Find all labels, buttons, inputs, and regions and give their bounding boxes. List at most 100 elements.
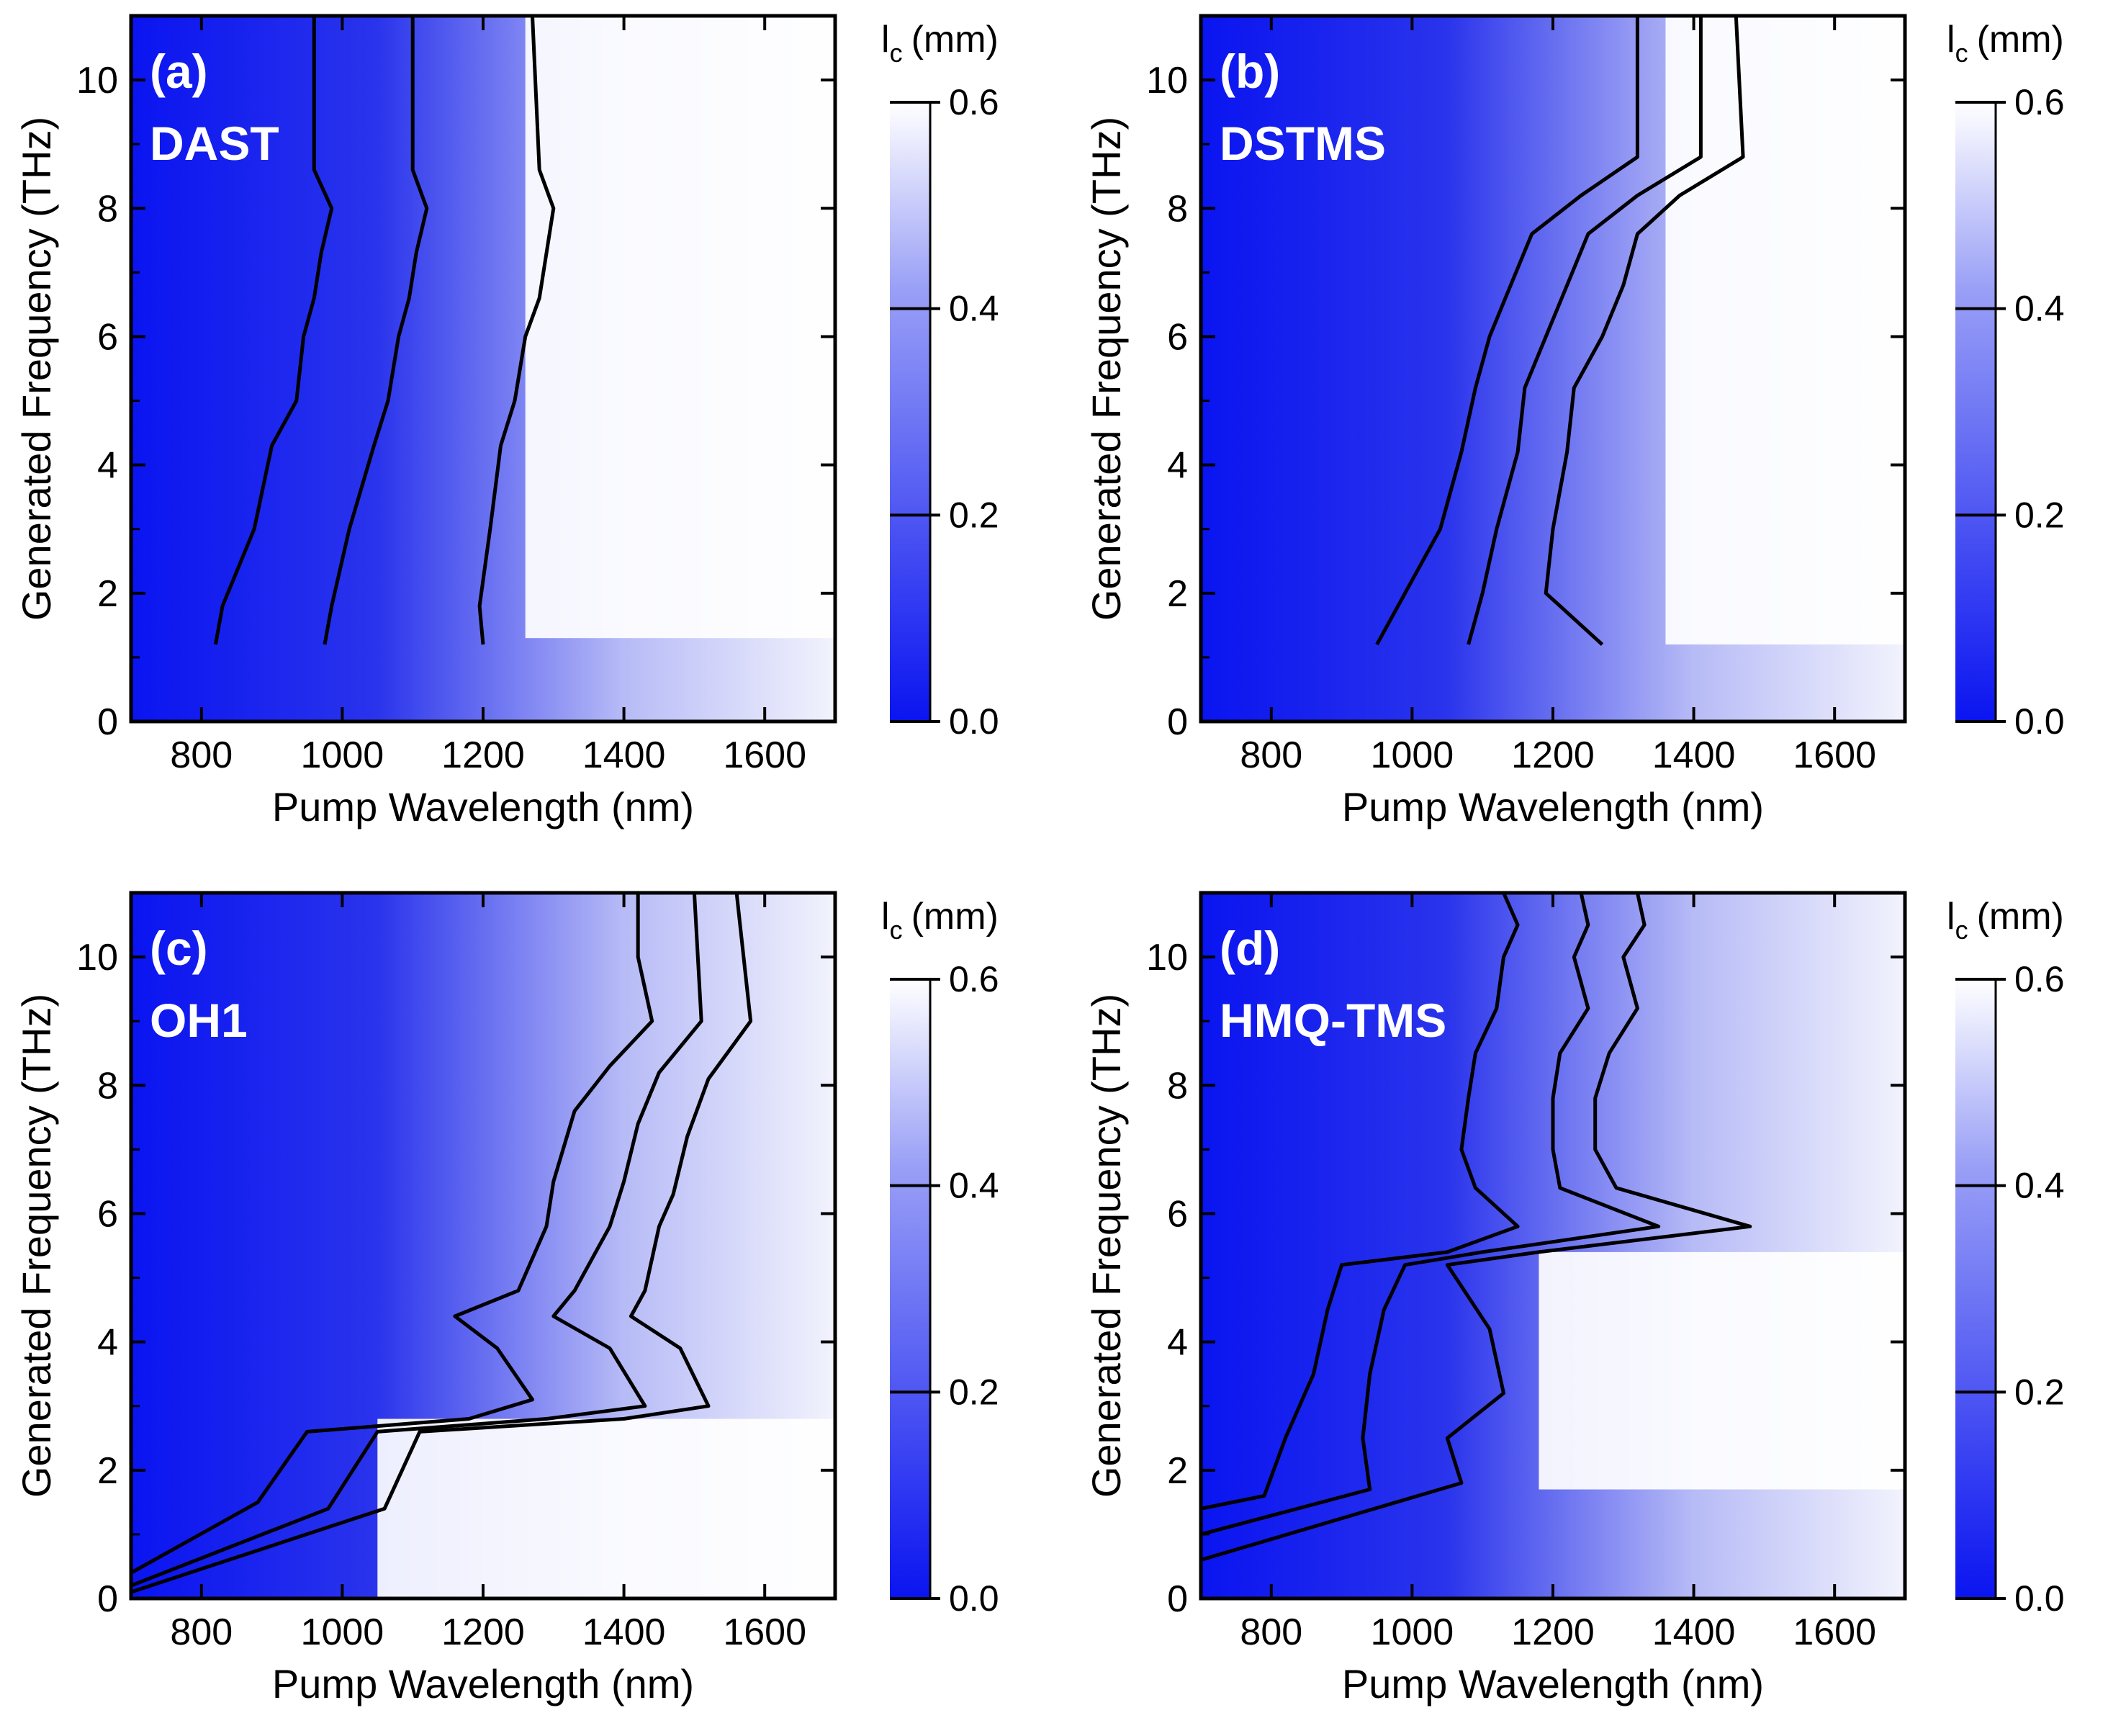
y-tick-label: 8 xyxy=(1167,1065,1188,1107)
x-tick-label: 800 xyxy=(170,1611,233,1653)
x-tick-label: 1000 xyxy=(1371,1611,1454,1653)
colorbar: 0.0 0.2 0.4 0.6 lc (mm) xyxy=(1947,19,2065,742)
colorbar-title-symbol: l xyxy=(881,896,890,937)
x-tick-label: 1200 xyxy=(1511,1611,1595,1653)
colorbar-fill xyxy=(890,102,930,721)
colorbar-title-unit: (mm) xyxy=(1977,896,2064,937)
x-tick-label: 1400 xyxy=(1652,734,1736,776)
colorbar-tick-label: 0.4 xyxy=(2014,1166,2065,1206)
colorbar-title-symbol: l xyxy=(881,19,890,60)
y-tick-label: 2 xyxy=(1167,573,1188,615)
colorbar-tick-label: 0.0 xyxy=(949,701,999,742)
panel-b: 800 1000 1200 1400 1600 0 2 4 6 8 10 Pump Wavelengt… xyxy=(1084,14,2065,829)
contour-line-0.2mm xyxy=(1201,893,1520,1511)
x-tick-label: 1000 xyxy=(1371,734,1454,776)
y-tick-label: 2 xyxy=(97,1450,118,1492)
x-tick-label: 1400 xyxy=(582,1611,666,1653)
y-tick-label: 2 xyxy=(97,573,118,615)
x-axis-title: Pump Wavelength (nm) xyxy=(1342,784,1764,829)
colorbar-tick-label: 0.4 xyxy=(949,1166,999,1206)
colorbar-title: lc (mm) xyxy=(881,19,999,68)
material-label: DSTMS xyxy=(1220,117,1386,170)
colorbar-title-symbol: l xyxy=(1947,896,1955,937)
panel-c: 800 1000 1200 1400 1600 0 2 4 6 8 10 Pump Wavelengt… xyxy=(14,891,999,1706)
y-tick-label: 10 xyxy=(1146,60,1188,102)
y-tick-label: 4 xyxy=(97,1322,118,1364)
colorbar-title-unit: (mm) xyxy=(1977,19,2064,60)
y-tick-label: 6 xyxy=(1167,316,1188,358)
colorbar-fill xyxy=(890,979,930,1598)
saturated-region xyxy=(1539,1251,1905,1490)
colorbar-tick-label: 0.0 xyxy=(949,1578,999,1619)
colorbar-title-subscript: c xyxy=(1955,915,1968,945)
y-tick-label: 8 xyxy=(97,1065,118,1107)
colorbar-tick-label: 0.6 xyxy=(2014,959,2065,999)
contour-line-0.2mm xyxy=(1375,16,1639,646)
contour-line-0.2mm xyxy=(131,893,654,1575)
saturated-region xyxy=(1665,16,1905,645)
y-tick-label: 8 xyxy=(97,188,118,230)
contour-line-0.2mm xyxy=(213,16,334,645)
colorbar-title-subscript: c xyxy=(1955,38,1968,68)
contour-line-0.4mm xyxy=(323,16,429,645)
x-tick-label: 800 xyxy=(1240,734,1302,776)
x-axis-title: Pump Wavelength (nm) xyxy=(272,1661,694,1706)
colorbar-title-symbol: l xyxy=(1947,19,1955,60)
colorbar-tick-label: 0.4 xyxy=(949,289,999,329)
colorbar: 0.0 0.2 0.4 0.6 lc (mm) xyxy=(881,19,999,742)
colorbar-title-subscript: c xyxy=(890,38,903,68)
y-tick-label: 0 xyxy=(97,1578,118,1620)
colorbar: 0.0 0.2 0.4 0.6 lc (mm) xyxy=(881,896,999,1619)
saturated-region xyxy=(377,1418,835,1598)
x-tick-label: 800 xyxy=(170,734,233,776)
contour-line-0.6mm xyxy=(477,16,556,645)
panel-label: (d) xyxy=(1220,922,1280,975)
x-tick-label: 1000 xyxy=(301,734,384,776)
contour-line-0.6mm xyxy=(1201,893,1752,1562)
y-axis-title: Generated Frequency (THz) xyxy=(14,994,59,1498)
x-tick-label: 1000 xyxy=(301,1611,384,1653)
x-tick-label: 1600 xyxy=(1793,734,1876,776)
colorbar-tick-label: 0.2 xyxy=(2014,495,2065,535)
material-label: HMQ-TMS xyxy=(1220,994,1446,1047)
colorbar-fill xyxy=(1955,979,1996,1598)
x-tick-label: 1600 xyxy=(723,734,806,776)
y-tick-label: 8 xyxy=(1167,188,1188,230)
colorbar-fill xyxy=(1955,102,1996,721)
saturated-region xyxy=(525,16,835,639)
plot-area xyxy=(1201,16,1905,721)
x-tick-label: 1200 xyxy=(1511,734,1595,776)
contour-line-0.6mm xyxy=(131,893,753,1594)
y-tick-label: 6 xyxy=(97,1193,118,1235)
y-tick-label: 4 xyxy=(97,445,118,487)
y-tick-label: 4 xyxy=(1167,1322,1188,1364)
y-tick-label: 10 xyxy=(76,60,118,102)
colorbar-title-subscript: c xyxy=(890,915,903,945)
y-tick-label: 0 xyxy=(1167,1578,1188,1620)
colorbar-title: lc (mm) xyxy=(881,896,999,945)
material-label: DAST xyxy=(150,117,279,170)
colorbar: 0.0 0.2 0.4 0.6 lc (mm) xyxy=(1947,896,2065,1619)
y-tick-label: 4 xyxy=(1167,445,1188,487)
panel-label: (c) xyxy=(150,922,208,975)
y-tick-label: 10 xyxy=(76,937,118,979)
contour-line-0.6mm xyxy=(1544,16,1745,646)
x-tick-label: 1400 xyxy=(1652,1611,1736,1653)
y-axis-title: Generated Frequency (THz) xyxy=(1084,994,1129,1498)
colorbar-tick-label: 0.4 xyxy=(2014,289,2065,329)
x-tick-label: 1200 xyxy=(441,734,525,776)
x-axis-title: Pump Wavelength (nm) xyxy=(272,784,694,829)
y-tick-label: 0 xyxy=(97,701,118,743)
plot-area xyxy=(1201,893,1905,1598)
colorbar-tick-label: 0.2 xyxy=(949,495,999,535)
x-tick-label: 1200 xyxy=(441,1611,525,1653)
y-tick-label: 2 xyxy=(1167,1450,1188,1492)
colorbar-tick-label: 0.6 xyxy=(2014,82,2065,122)
colorbar-tick-label: 0.0 xyxy=(2014,701,2065,742)
colorbar-title-unit: (mm) xyxy=(911,896,999,937)
y-tick-label: 6 xyxy=(97,316,118,358)
colorbar-title: lc (mm) xyxy=(1947,896,2064,945)
colorbar-title: lc (mm) xyxy=(1947,19,2064,68)
panel-a: 800 1000 1200 1400 1600 0 2 4 6 8 10 Pump Wavelengt… xyxy=(14,14,999,829)
